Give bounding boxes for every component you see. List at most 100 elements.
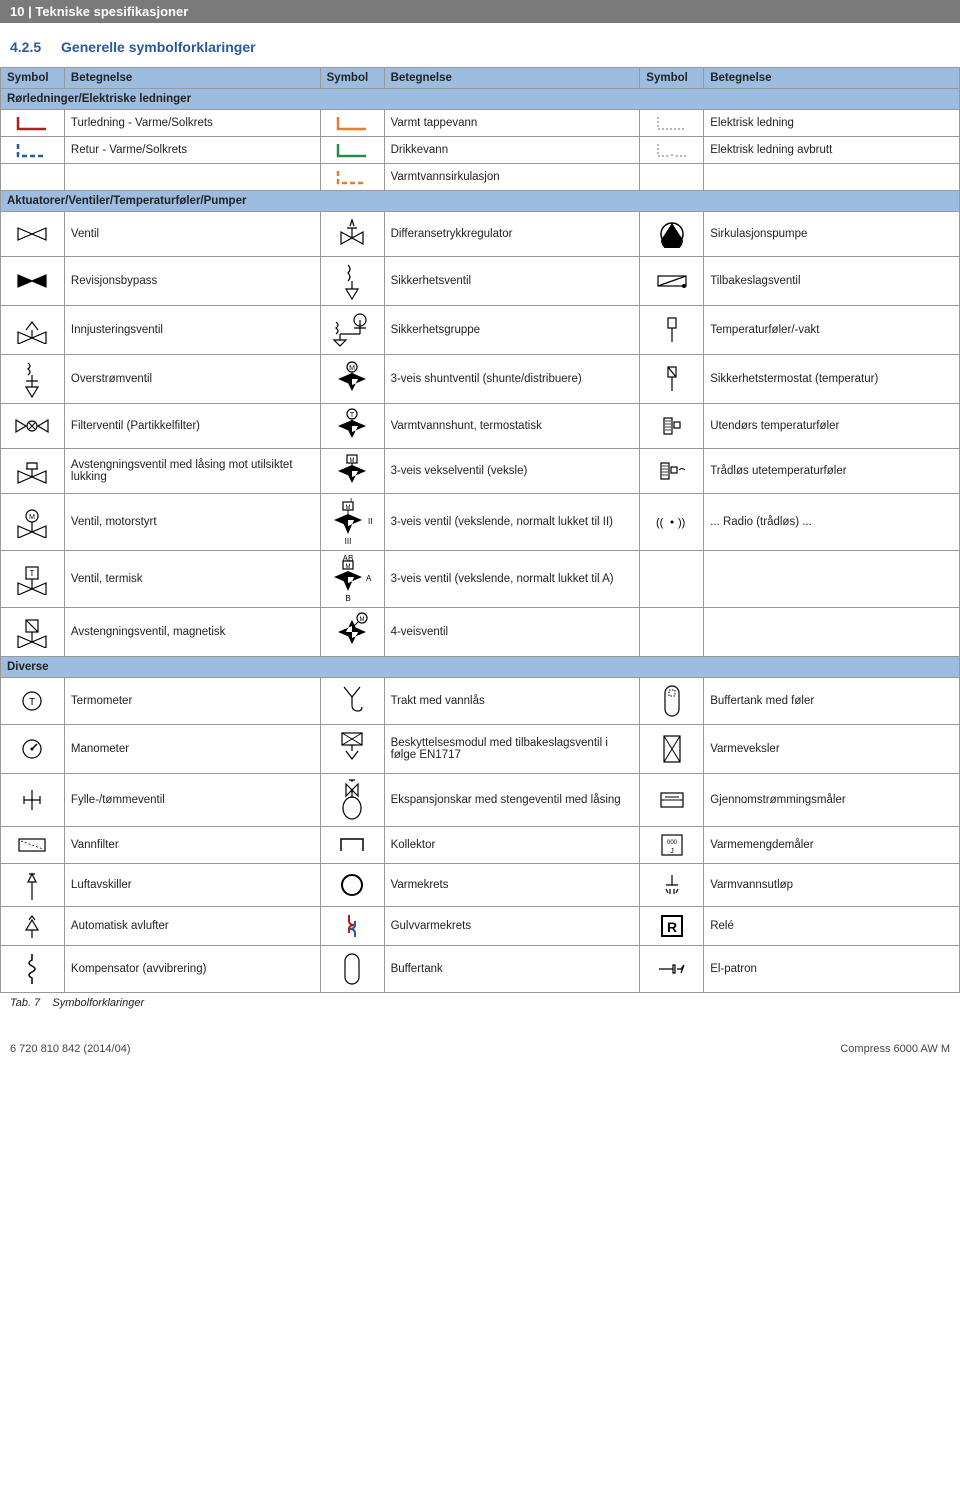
col-symbol-2: Symbol	[320, 68, 384, 89]
cell-desc: Innjusteringsventil	[64, 306, 320, 355]
hot-water-outlet-icon	[658, 871, 686, 899]
section-title: Generelle symbolforklaringer	[61, 39, 256, 55]
thermostatic-shunt-icon: T	[334, 408, 370, 444]
svg-text:J: J	[670, 848, 674, 855]
magnetic-valve-icon	[14, 616, 50, 648]
cell-desc: Manometer	[64, 725, 320, 774]
cell-desc: 4-veisventil	[384, 608, 640, 657]
thermometer-icon: T	[20, 689, 44, 713]
manometer-icon	[20, 737, 44, 761]
table-row: Kompensator (avvibrering) Buffertank El-…	[1, 946, 960, 993]
buffertank-icon	[341, 950, 363, 988]
check-valve-icon	[654, 272, 690, 290]
table-row: Ventil Differansetrykkregulator Sirkulas…	[1, 212, 960, 257]
thermostat-icon	[662, 363, 682, 395]
svg-text:)): ))	[678, 517, 685, 529]
caption-text: Symbolforklaringer	[52, 997, 144, 1009]
supply-line-icon	[12, 114, 52, 132]
cell-desc: Utendørs temperaturføler	[704, 404, 960, 449]
col-symbol-3: Symbol	[640, 68, 704, 89]
shunt-valve-icon: M	[334, 361, 370, 397]
table-caption: Tab. 7 Symbolforklaringer	[0, 993, 960, 1013]
svg-text:000: 000	[667, 840, 678, 846]
cell-desc: Filterventil (Partikkelfilter)	[64, 404, 320, 449]
svg-text:((: ((	[656, 517, 664, 529]
3way-ii-icon: MIIIIII	[328, 498, 376, 546]
cell-desc: Revisjonsbypass	[64, 257, 320, 306]
group-actuators-label: Aktuatorer/Ventiler/Temperaturføler/Pump…	[1, 191, 960, 212]
table-row: Automatisk avlufter Gulvvarmekrets R Rel…	[1, 907, 960, 946]
floor-heating-icon	[341, 911, 363, 941]
svg-text:B: B	[345, 594, 350, 603]
cell-desc: Sikkerhetsventil	[384, 257, 640, 306]
circulation-icon	[332, 168, 372, 186]
cell-desc: Beskyttelsesmodul med tilbakeslagsventil…	[384, 725, 640, 774]
cell-desc	[64, 164, 320, 191]
return-line-icon	[12, 141, 52, 159]
page-title: Tekniske spesifikasjoner	[35, 4, 188, 19]
change-valve-icon: M	[334, 453, 370, 489]
table-row: Manometer Beskyttelsesmodul med tilbakes…	[1, 725, 960, 774]
cell-desc: Kompensator (avvibrering)	[64, 946, 320, 993]
cell-desc: Fylle-/tømmeventil	[64, 774, 320, 827]
col-desc-2: Betegnelse	[384, 68, 640, 89]
table-row: Turledning - Varme/Solkrets Varmt tappev…	[1, 110, 960, 137]
expansion-vessel-icon	[338, 778, 366, 822]
svg-text:M: M	[346, 564, 351, 570]
auto-vent-icon	[21, 912, 43, 940]
group-pipes: Rørledninger/Elektriske ledninger	[1, 89, 960, 110]
col-desc-3: Betegnelse	[704, 68, 960, 89]
compensator-icon	[21, 952, 43, 986]
svg-text:A: A	[366, 574, 372, 583]
section-number: 4.2.5	[10, 39, 41, 55]
motor-valve-icon: M	[14, 506, 50, 538]
cell-desc: Differansetrykkregulator	[384, 212, 640, 257]
diff-pressure-icon	[337, 216, 367, 252]
cell-desc: Automatisk avlufter	[64, 907, 320, 946]
cell-desc: Varmt tappevann	[384, 110, 640, 137]
cell-desc: Relé	[704, 907, 960, 946]
table-row: Filterventil (Partikkelfilter) T Varmtva…	[1, 404, 960, 449]
cell-desc: Retur - Varme/Solkrets	[64, 137, 320, 164]
group-misc-label: Diverse	[1, 657, 960, 678]
cell-desc: Elektrisk ledning avbrutt	[704, 137, 960, 164]
cell-desc: Varmemengdemåler	[704, 827, 960, 864]
cell-desc: El-patron	[704, 946, 960, 993]
heat-exchanger-icon	[660, 732, 684, 766]
cell-desc: 3-veis vekselventil (veksle)	[384, 449, 640, 494]
group-actuators: Aktuatorer/Ventiler/Temperaturføler/Pump…	[1, 191, 960, 212]
table-row: T Ventil, termisk MABAB 3-veis ventil (v…	[1, 551, 960, 608]
cell-desc: Varmtvannsirkulasjon	[384, 164, 640, 191]
svg-text:II: II	[368, 517, 372, 526]
cell-desc: 3-veis ventil (vekslende, normalt lukket…	[384, 551, 640, 608]
flow-meter-icon	[657, 789, 687, 811]
page-footer: 6 720 810 842 (2014/04) Compress 6000 AW…	[0, 1013, 960, 1065]
safety-group-icon	[332, 310, 372, 350]
cell-desc: Tilbakeslagsventil	[704, 257, 960, 306]
drain-valve-icon	[20, 786, 44, 814]
cell-desc: Avstengningsventil med låsing mot utilsi…	[64, 449, 320, 494]
bypass-icon	[14, 271, 50, 291]
drinking-water-icon	[332, 141, 372, 159]
hot-water-icon	[332, 114, 372, 132]
4way-valve-icon: M	[334, 612, 370, 652]
svg-text:III: III	[345, 537, 352, 546]
cell-desc: Varmvannsutløp	[704, 864, 960, 907]
cell-desc: Sirkulasjonspumpe	[704, 212, 960, 257]
table-row: Overstrømventil M 3-veis shuntventil (sh…	[1, 355, 960, 404]
footer-right: Compress 6000 AW M	[840, 1043, 950, 1055]
thermal-valve-icon: T	[14, 563, 50, 595]
table-row: Vannfilter Kollektor 000J Varmemengdemål…	[1, 827, 960, 864]
valve-icon	[14, 224, 50, 244]
table-row: Luftavskiller Varmekrets Varmvannsutløp	[1, 864, 960, 907]
funnel-trap-icon	[338, 683, 366, 719]
temp-sensor-icon	[662, 314, 682, 346]
table-row: Varmtvannsirkulasjon	[1, 164, 960, 191]
symbol-table: Symbol Betegnelse Symbol Betegnelse Symb…	[0, 67, 960, 993]
cell-desc: Avstengningsventil, magnetisk	[64, 608, 320, 657]
protection-module-icon	[336, 729, 368, 769]
cell-desc: Termometer	[64, 678, 320, 725]
table-row: Fylle-/tømmeventil Ekspansjonskar med st…	[1, 774, 960, 827]
cell-desc: Buffertank med føler	[704, 678, 960, 725]
cell-desc	[704, 551, 960, 608]
